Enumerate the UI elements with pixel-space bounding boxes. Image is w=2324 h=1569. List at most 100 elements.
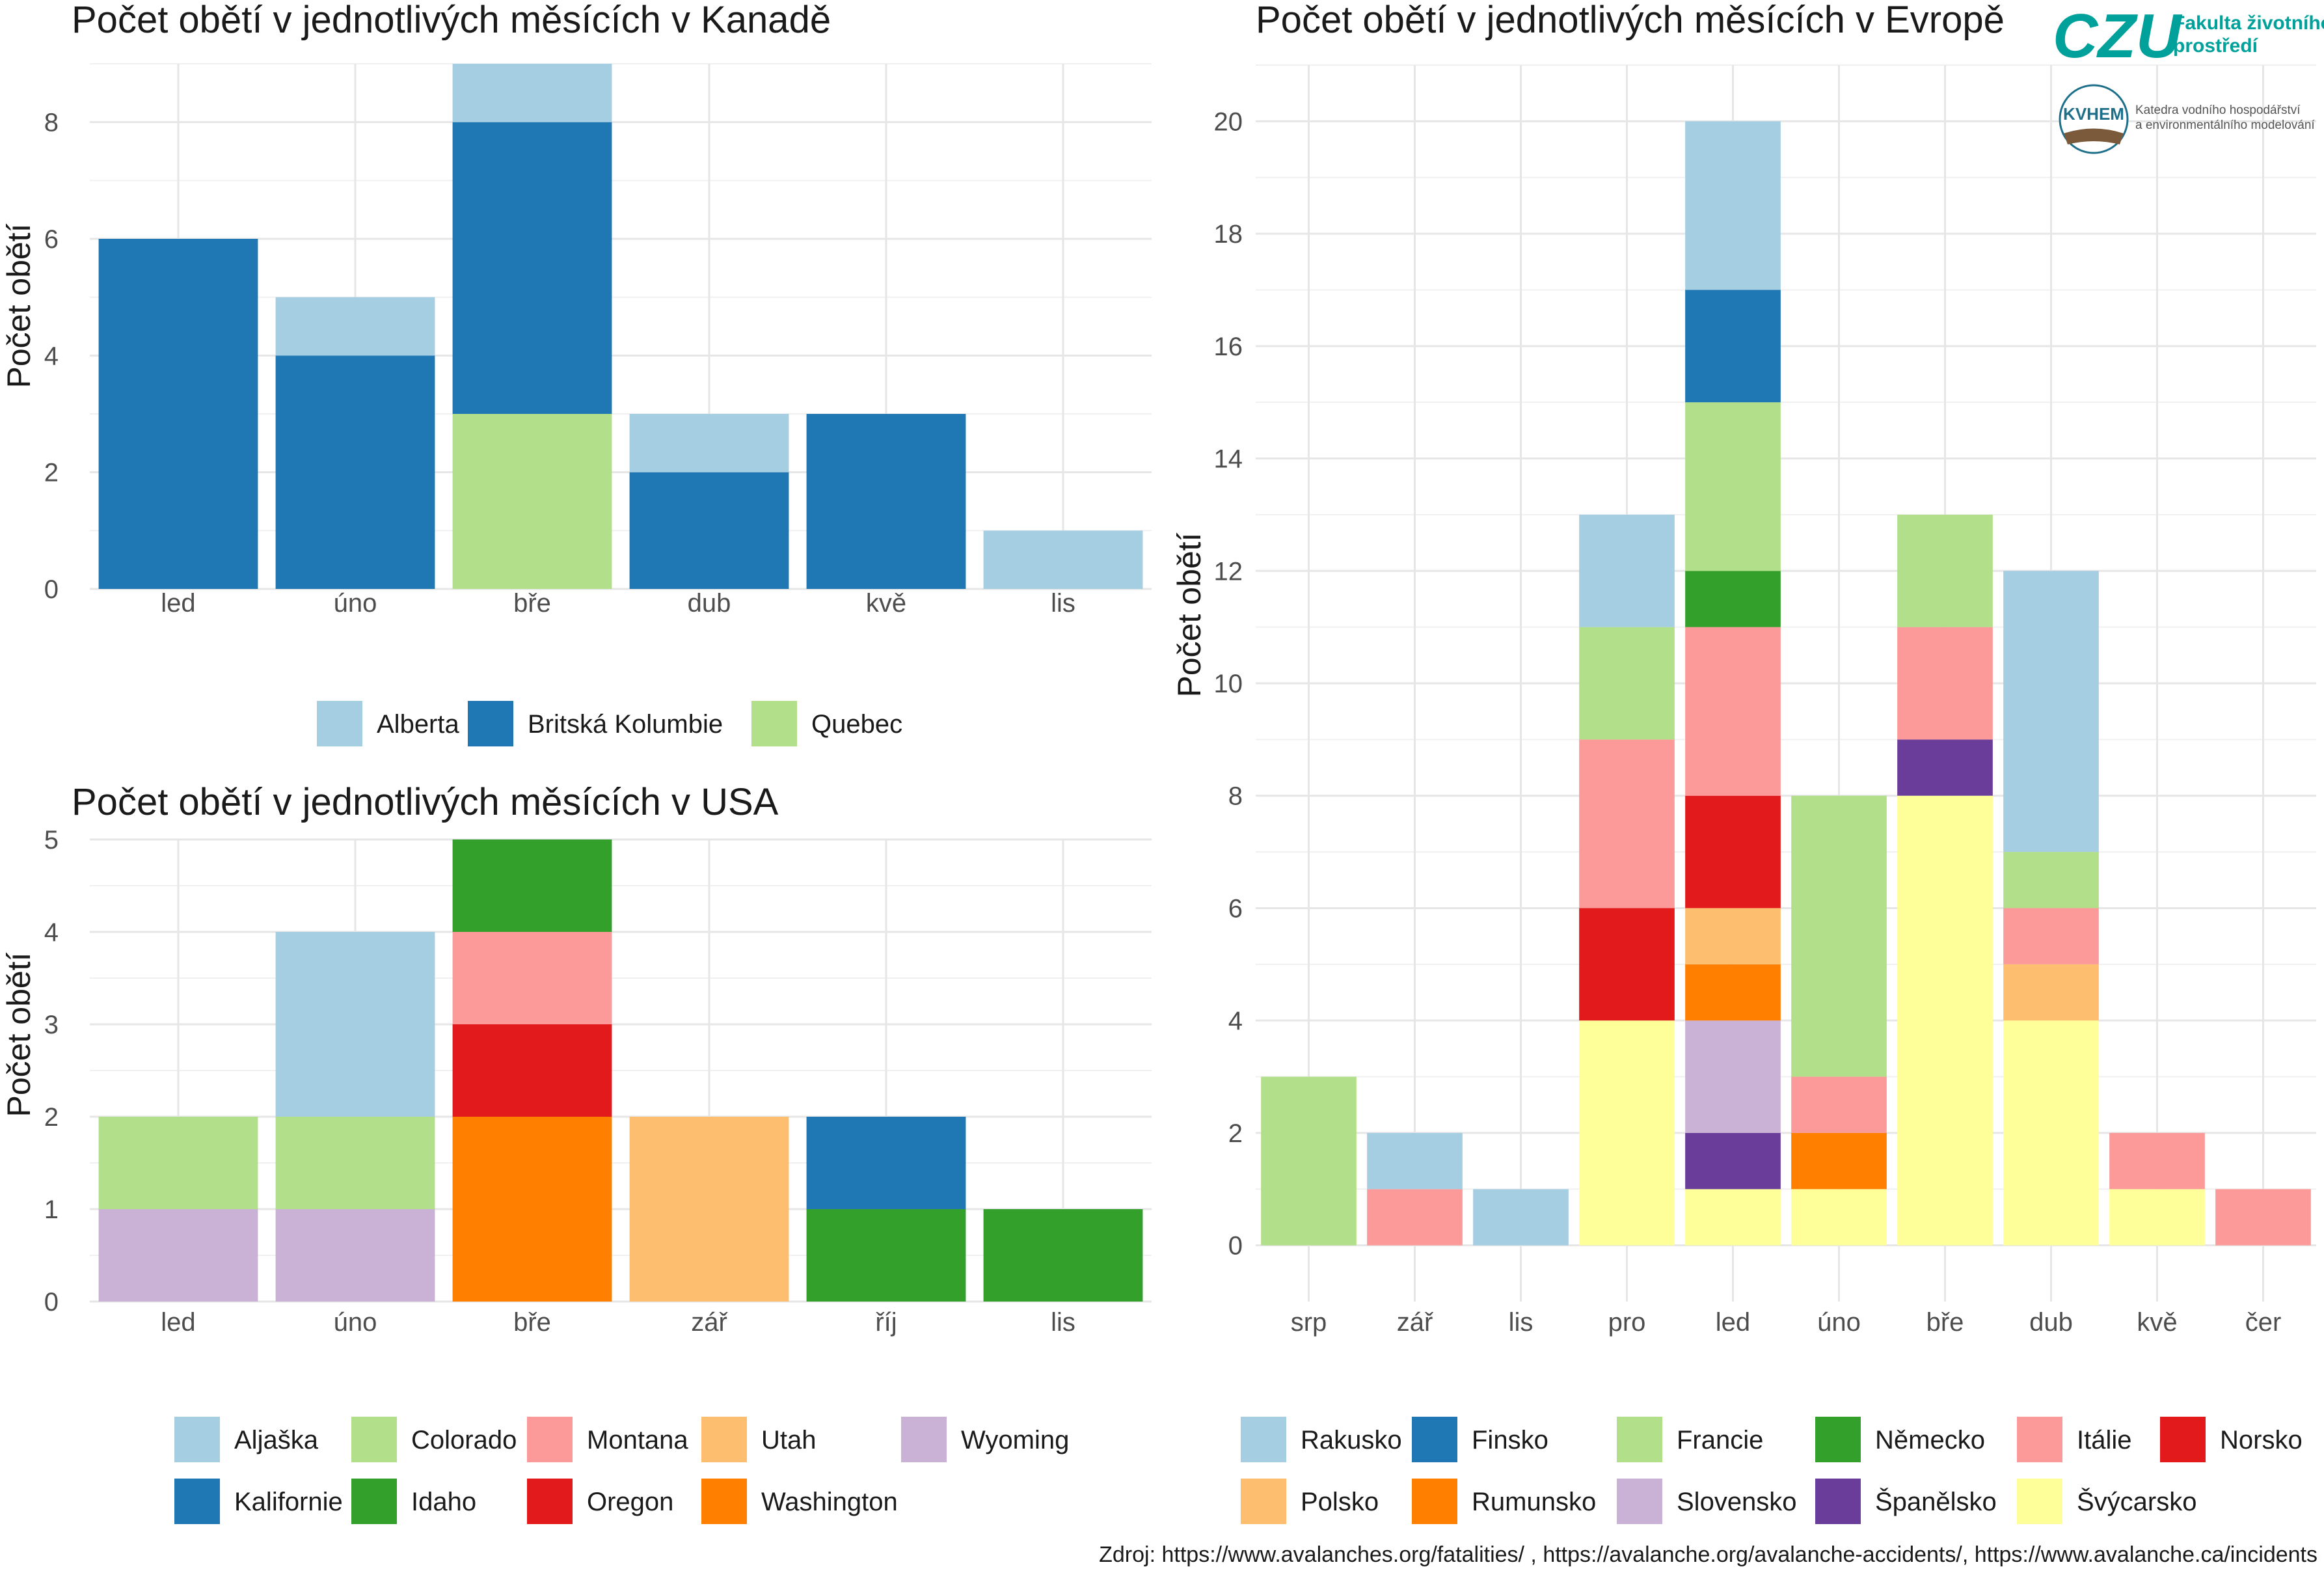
bar-segment (1685, 964, 1781, 1021)
legend-swatch (1815, 1479, 1861, 1524)
usa-chart-title: Počet obětí v jednotlivých měsících v US… (72, 781, 779, 823)
y-tick-label: 0 (44, 1288, 59, 1317)
legend-swatch (1241, 1417, 1286, 1462)
legend-label: Itálie (2077, 1426, 2132, 1454)
canada-plot: 0 2 4 6 8 led úno bře dub kvě lis (44, 63, 1152, 618)
bar-segment (629, 414, 789, 472)
bar-segment (452, 932, 612, 1024)
legend-swatch (527, 1417, 573, 1462)
bar-segment (2003, 908, 2099, 964)
legend-label: Německo (1875, 1426, 1985, 1454)
legend-swatch (901, 1417, 947, 1462)
bar-segment (1791, 795, 1887, 1077)
legend-swatch (2160, 1417, 2206, 1462)
y-tick-label: 2 (1228, 1119, 1243, 1148)
czu-logo-mark: CZU (2053, 1, 2183, 71)
y-tick-label: 1 (44, 1195, 59, 1224)
legend-label: Aljaška (234, 1426, 319, 1454)
y-tick-label: 10 (1214, 670, 1243, 698)
y-tick-label: 3 (44, 1011, 59, 1039)
legend-swatch (751, 701, 797, 746)
bar-segment (452, 1024, 612, 1117)
bar-segment (98, 239, 258, 589)
bar-segment (1367, 1189, 1463, 1246)
y-tick-label: 6 (1228, 894, 1243, 923)
y-tick-label: 12 (1214, 557, 1243, 586)
y-tick-label: 18 (1214, 220, 1243, 249)
bar-segment (1685, 1132, 1781, 1190)
legend-label: Washington (761, 1488, 898, 1516)
legend-swatch (2017, 1417, 2062, 1462)
kvhem-logo: KVHEM Katedra vodního hospodářství a env… (2059, 84, 2315, 154)
bar-segment (983, 1209, 1143, 1302)
kvhem-logo-mark: KVHEM (2063, 104, 2124, 124)
y-tick-label: 4 (44, 918, 59, 947)
bar-segment (1579, 908, 1675, 1021)
legend-label: Alberta (377, 710, 459, 739)
bar-segment (1685, 1020, 1781, 1133)
x-tick-label: zář (691, 1308, 728, 1337)
bar-segment (1791, 1189, 1887, 1246)
legend-swatch (701, 1479, 747, 1524)
legend-label: Idaho (411, 1488, 476, 1516)
x-tick-label: kvě (866, 589, 906, 618)
legend-label: Slovensko (1677, 1488, 1797, 1516)
legend-swatch (1241, 1479, 1286, 1524)
bar-segment (1897, 514, 1993, 627)
bar-segment (1685, 1189, 1781, 1246)
bar-segment (275, 297, 435, 356)
legend-label: Polsko (1301, 1488, 1379, 1516)
legend-swatch (701, 1417, 747, 1462)
bar-segment (1685, 627, 1781, 796)
legend-label: Colorado (411, 1426, 517, 1454)
legend-label: Švýcarsko (2077, 1487, 2197, 1516)
legend-swatch (351, 1479, 397, 1524)
legend-swatch (317, 701, 362, 746)
bar-segment (629, 1117, 789, 1302)
x-tick-label: úno (334, 1308, 377, 1337)
source-note: Zdroj: https://www.avalanches.org/fatali… (1099, 1542, 2317, 1567)
bar-segment (2109, 1132, 2205, 1190)
bar-segment (1261, 1076, 1357, 1246)
legend-swatch (174, 1479, 220, 1524)
legend-label: Rumunsko (1472, 1488, 1596, 1516)
bar-segment (629, 472, 789, 589)
usa-plot: 0 1 2 3 4 5 led úno bře zář říj lis (44, 826, 1152, 1337)
x-tick-label: led (161, 589, 195, 618)
kvhem-logo-ground (2064, 128, 2124, 144)
bar-segment (1897, 627, 1993, 740)
legend-label: Utah (761, 1426, 817, 1454)
bar-segment (98, 1117, 258, 1209)
bar-segment (275, 355, 435, 589)
bar-segment (1367, 1132, 1463, 1190)
bar-segment (2003, 1020, 2099, 1246)
bar-segment (1791, 1076, 1887, 1133)
legend-label: Wyoming (961, 1426, 1069, 1454)
bar-segment (452, 64, 612, 122)
x-tick-label: čer (2245, 1308, 2282, 1337)
x-tick-label: led (1716, 1308, 1750, 1337)
bar-segment (1791, 1132, 1887, 1190)
bar-segment (1579, 1020, 1675, 1246)
bar-segment (2003, 852, 2099, 908)
bar-segment (2003, 571, 2099, 853)
europe-plot: 0 2 4 6 8 10 12 14 16 18 20 srp zář lis pro led úno bře du… (1214, 64, 2316, 1337)
kvhem-logo-line1: Katedra vodního hospodářství (2135, 103, 2301, 117)
bar-segment (1685, 290, 1781, 403)
y-tick-label: 4 (1228, 1007, 1243, 1035)
legend-swatch (468, 701, 513, 746)
bar-segment (1579, 514, 1675, 627)
x-tick-label: bře (513, 589, 551, 618)
x-tick-label: srp (1291, 1308, 1327, 1337)
bar-segment (2003, 964, 2099, 1021)
y-tick-label: 4 (44, 342, 59, 370)
canada-chart-title: Počet obětí v jednotlivých měsících v Ka… (72, 0, 831, 41)
legend-swatch (1412, 1479, 1457, 1524)
y-tick-label: 5 (44, 826, 59, 854)
bar-segment (1897, 739, 1993, 796)
bar-segment (1579, 627, 1675, 740)
czu-logo-line2: prostředí (2173, 35, 2259, 57)
legend-label: Norsko (2220, 1426, 2303, 1454)
y-tick-label: 2 (44, 459, 59, 487)
